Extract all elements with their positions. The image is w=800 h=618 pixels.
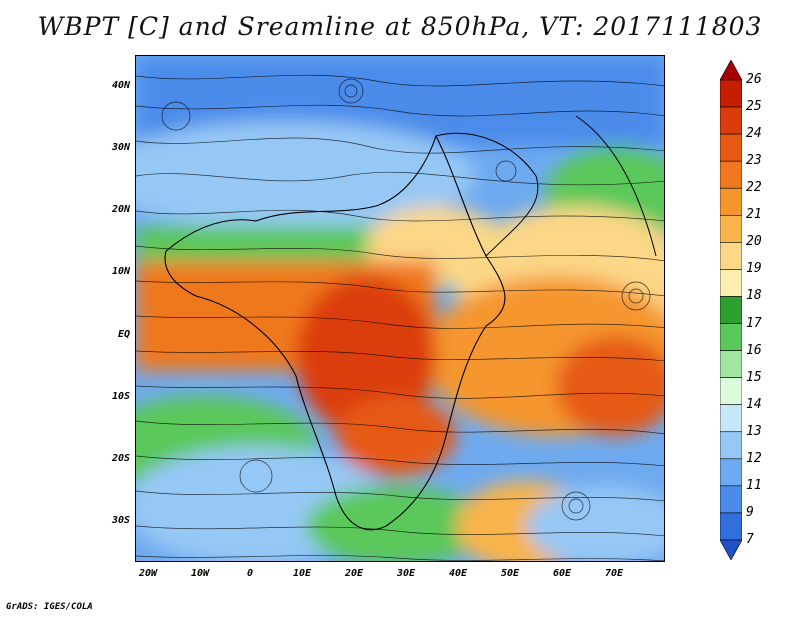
- colorbar-segment: [720, 133, 742, 162]
- colorbar-segment: [720, 431, 742, 460]
- lon-label: 20E: [344, 568, 364, 579]
- lon-label: 10W: [190, 568, 210, 579]
- colorbar-label: 24: [746, 126, 762, 142]
- colorbar-top-arrow: [720, 60, 742, 81]
- lat-label: 40N: [111, 80, 130, 91]
- grads-credit: GrADS: IGES/COLA: [6, 602, 93, 612]
- colorbar-label: 13: [746, 423, 762, 439]
- africa-coastline: [164, 134, 506, 531]
- colorbar-label: 26: [746, 72, 762, 87]
- colorbar-segment: [720, 323, 742, 351]
- lat-label: 20N: [111, 204, 130, 215]
- colorbar-segment: [720, 485, 742, 514]
- lat-label: 30S: [111, 515, 130, 526]
- colorbar-segment: [720, 79, 742, 108]
- asia-coastline: [575, 115, 657, 257]
- lon-label: 40E: [448, 568, 468, 579]
- colorbar-label: 19: [746, 261, 762, 277]
- colorbar-segment: [720, 160, 742, 189]
- lon-label: 60E: [552, 568, 572, 579]
- lon-label: 50E: [500, 568, 520, 579]
- lat-label: 10S: [111, 391, 130, 402]
- colorbar-segment: [720, 214, 742, 243]
- colorbar-segment: [720, 269, 742, 297]
- colorbar-segment: [720, 187, 742, 216]
- arabia-coastline: [435, 132, 539, 257]
- colorbar-label: 17: [746, 315, 762, 331]
- lat-label: 20S: [111, 453, 130, 464]
- colorbar-label: 11: [746, 477, 762, 493]
- colorbar: [720, 60, 742, 560]
- wbpt-streamline-map: [135, 55, 665, 562]
- colorbar-label: 16: [746, 342, 762, 358]
- colorbar-segment: [720, 512, 742, 541]
- colorbar-label: 25: [746, 99, 762, 115]
- colorbar-label: 23: [746, 153, 762, 169]
- colorbar-segment: [720, 242, 742, 270]
- colorbar-label: 15: [746, 369, 762, 385]
- lon-label: 10E: [292, 568, 312, 579]
- map-canvas: [136, 56, 664, 561]
- colorbar-label: 22: [746, 180, 762, 196]
- lat-label: 10N: [111, 266, 130, 277]
- lon-label: 30E: [396, 568, 416, 579]
- colorbar-segment: [720, 350, 742, 378]
- colorbar-label: 20: [746, 234, 762, 250]
- map-title: WBPT [C] and Sreamline at 850hPa, VT: 20…: [37, 12, 763, 41]
- streamlines: [136, 74, 664, 561]
- lat-label: 30N: [111, 142, 130, 153]
- colorbar-segment: [720, 296, 742, 324]
- lat-label: EQ: [117, 329, 130, 340]
- colorbar-bottom-arrow: [720, 539, 742, 560]
- colorbar-segment: [720, 377, 742, 406]
- colorbar-label: 7: [746, 532, 754, 547]
- colorbar-segment: [720, 458, 742, 487]
- lon-label: 70E: [604, 568, 624, 579]
- colorbar-label: 9: [746, 504, 754, 520]
- colorbar-label: 18: [746, 288, 762, 304]
- lon-label: 20W: [138, 568, 158, 579]
- lon-label: 0: [246, 568, 254, 579]
- colorbar-segment: [720, 106, 742, 135]
- colorbar-label: 12: [746, 450, 762, 466]
- colorbar-label: 14: [746, 396, 762, 412]
- colorbar-label: 21: [746, 207, 762, 223]
- colorbar-segment: [720, 404, 742, 433]
